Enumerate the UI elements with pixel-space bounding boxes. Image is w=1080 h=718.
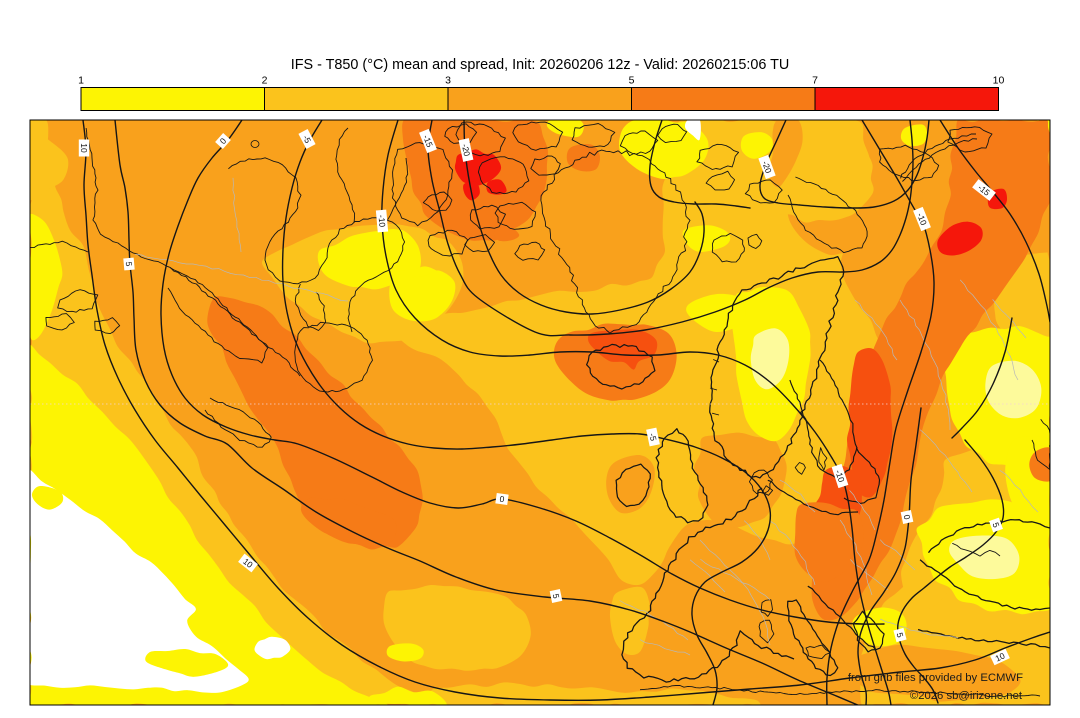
svg-text:5: 5 <box>551 593 562 600</box>
svg-text:1: 1 <box>78 75 84 87</box>
svg-text:3: 3 <box>445 75 451 87</box>
svg-text:IFS - T850 (°C) mean and sprea: IFS - T850 (°C) mean and spread, Init: 2… <box>291 57 790 73</box>
svg-text:0: 0 <box>218 136 229 146</box>
svg-text:10: 10 <box>993 75 1005 87</box>
svg-text:from grib files provided by EC: from grib files provided by ECMWF <box>848 672 1023 684</box>
svg-text:5: 5 <box>124 261 134 267</box>
svg-text:10: 10 <box>79 143 89 153</box>
svg-text:7: 7 <box>812 75 818 87</box>
svg-text:-10: -10 <box>915 211 929 226</box>
svg-text:0: 0 <box>902 514 913 521</box>
svg-text:-20: -20 <box>760 160 774 175</box>
svg-text:©2026 sb@irizone.net: ©2026 sb@irizone.net <box>910 690 1023 702</box>
svg-text:2: 2 <box>262 75 268 87</box>
svg-text:5: 5 <box>629 75 635 87</box>
svg-text:5: 5 <box>990 521 1001 529</box>
svg-text:-20: -20 <box>460 143 472 157</box>
svg-text:-5: -5 <box>647 432 658 442</box>
svg-text:-10: -10 <box>376 214 387 227</box>
svg-text:-5: -5 <box>301 133 314 145</box>
svg-text:10: 10 <box>994 650 1007 663</box>
svg-text:5: 5 <box>895 631 906 638</box>
svg-text:-10: -10 <box>833 469 846 484</box>
svg-text:-15: -15 <box>421 133 435 148</box>
svg-text:0: 0 <box>499 494 505 505</box>
